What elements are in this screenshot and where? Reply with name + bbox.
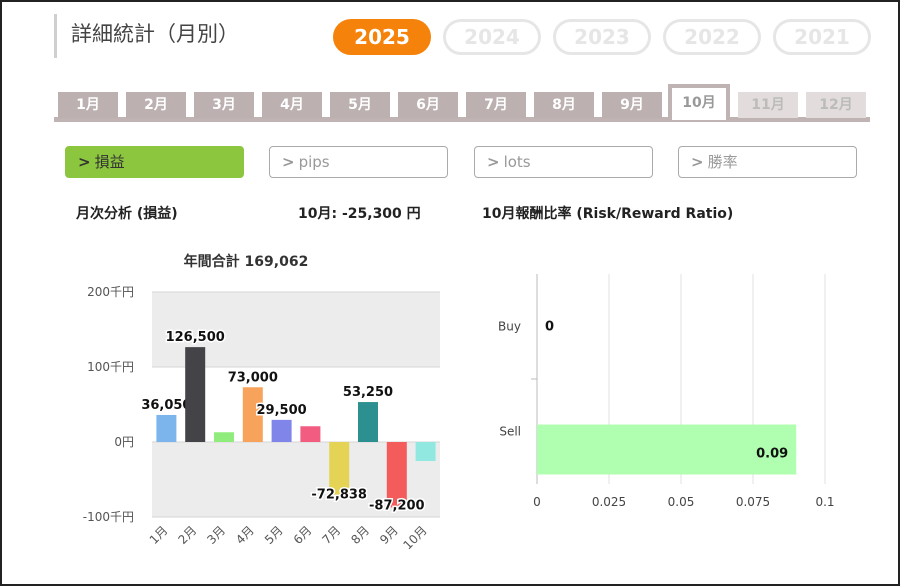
chevron-right-icon: > — [691, 153, 704, 171]
monthly-profit-chart: 200千円 100千円 0円 -100千円 年間合計 169,062 36,050 1月 12… — [83, 253, 440, 552]
y-tick-label: -100千円 — [83, 510, 134, 524]
chevron-right-icon: > — [487, 153, 500, 171]
metric-lots-button[interactable]: > lots — [474, 146, 653, 178]
metric-profit-button[interactable]: > 損益 — [65, 146, 244, 178]
x-tick-label: 0 — [533, 495, 541, 509]
tab-month-7[interactable]: 7月 — [466, 92, 526, 118]
x-tick-label: 1月 — [147, 523, 171, 547]
page-title: 詳細統計（月別） — [71, 22, 239, 46]
risk-reward-chart: 0 0.025 0.05 0.075 0.1 Buy 0 Sell 0.09 — [498, 274, 835, 509]
bar — [537, 424, 797, 475]
x-tick-label: 4月 — [233, 523, 257, 547]
rr-title: 10月報酬比率 (Risk/Reward Ratio) — [482, 206, 734, 222]
x-tick-label: 8月 — [348, 523, 372, 547]
x-tick-label: 0.05 — [668, 495, 695, 509]
y-tick-label: 200千円 — [87, 285, 134, 299]
data-label: 53,250 — [343, 385, 393, 400]
data-label: 126,500 — [166, 330, 225, 345]
bar — [214, 432, 234, 442]
bar — [329, 442, 350, 497]
metric-label: lots — [503, 153, 531, 171]
year-2023-button[interactable]: 2023 — [553, 19, 651, 55]
x-tick-label: 9月 — [377, 523, 401, 547]
x-tick-label: 0.075 — [736, 495, 770, 509]
metric-label: 勝率 — [707, 153, 738, 171]
data-label: 36,050 — [141, 398, 191, 413]
tab-month-6[interactable]: 6月 — [398, 92, 458, 118]
tab-month-10[interactable]: 10月 — [668, 84, 730, 120]
y-tick-label: 100千円 — [87, 360, 134, 374]
y-tick-label: Buy — [498, 320, 521, 334]
tab-month-5[interactable]: 5月 — [330, 92, 390, 118]
month-tabs: 1月 2月 3月 4月 5月 6月 7月 8月 9月 10月 11月 12月 — [54, 84, 870, 122]
tab-month-11[interactable]: 11月 — [738, 92, 798, 118]
bar — [386, 442, 407, 508]
year-2022-button[interactable]: 2022 — [663, 19, 761, 55]
y-tick-label: 0円 — [114, 435, 134, 449]
page-header: 詳細統計（月別） — [54, 14, 239, 58]
tab-month-12[interactable]: 12月 — [806, 92, 866, 118]
x-tick-label: 3月 — [204, 523, 228, 547]
data-label: -72,838 — [311, 488, 367, 503]
tab-month-1[interactable]: 1月 — [58, 92, 118, 118]
data-label: -87,200 — [369, 498, 425, 513]
tab-month-3[interactable]: 3月 — [194, 92, 254, 118]
tab-month-2[interactable]: 2月 — [126, 92, 186, 118]
month-tabs-baseline — [54, 117, 870, 122]
bar — [242, 387, 263, 442]
data-label: 0.09 — [756, 447, 788, 462]
x-tick-label: 0.1 — [815, 495, 834, 509]
bar — [185, 347, 206, 442]
metric-label: 損益 — [94, 153, 125, 171]
x-tick-label: 10月 — [401, 523, 430, 552]
chevron-right-icon: > — [78, 153, 91, 171]
x-tick-label: 2月 — [176, 523, 200, 547]
metric-pips-button[interactable]: > pips — [269, 146, 448, 178]
metric-winrate-button[interactable]: > 勝率 — [678, 146, 857, 178]
bar — [415, 442, 436, 461]
bar — [156, 414, 177, 442]
year-2024-button[interactable]: 2024 — [443, 19, 541, 55]
x-tick-label: 7月 — [320, 523, 344, 547]
y-tick-label: Sell — [499, 425, 521, 439]
data-label: 0 — [545, 320, 554, 335]
month-result: 10月: -25,300 円 — [298, 206, 421, 222]
metric-label: pips — [298, 153, 330, 171]
tab-month-8[interactable]: 8月 — [534, 92, 594, 118]
year-2025-button[interactable]: 2025 — [333, 19, 431, 55]
chevron-right-icon: > — [282, 153, 295, 171]
bar — [300, 426, 321, 442]
x-tick-label: 0.025 — [592, 495, 626, 509]
x-tick-label: 5月 — [262, 523, 286, 547]
chart-title: 年間合計 169,062 — [184, 253, 309, 270]
tab-month-4[interactable]: 4月 — [262, 92, 322, 118]
data-label: 29,500 — [257, 403, 307, 418]
x-tick-label: 6月 — [291, 523, 315, 547]
bar — [358, 402, 378, 442]
monthly-analysis-label: 月次分析 (損益) — [76, 206, 178, 222]
data-label: 73,000 — [228, 370, 278, 385]
year-2021-button[interactable]: 2021 — [773, 19, 871, 55]
bar — [271, 419, 292, 442]
tab-month-9[interactable]: 9月 — [602, 92, 662, 118]
